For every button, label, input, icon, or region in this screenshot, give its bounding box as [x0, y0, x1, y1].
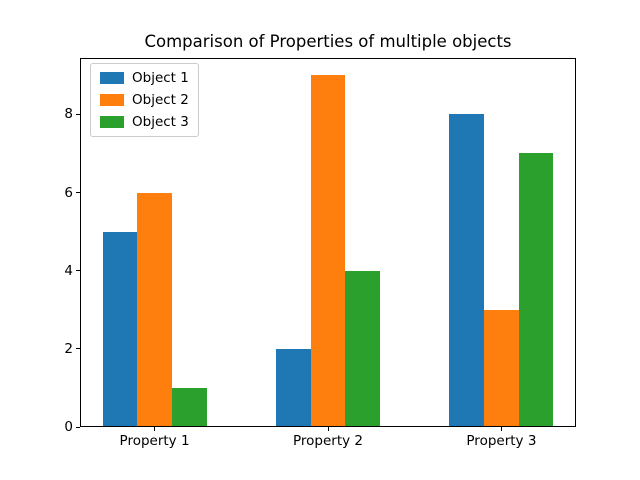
- chart-title: Comparison of Properties of multiple obj…: [144, 32, 512, 51]
- legend-label-object-3: Object 3: [132, 114, 189, 130]
- legend: Object 1 Object 2 Object 3: [90, 63, 199, 137]
- y-tick-label-2: 2: [64, 340, 73, 357]
- bar-object-2-property-1: [137, 192, 172, 428]
- bar-object-1-property-3: [449, 114, 485, 428]
- y-tick-label-6: 6: [64, 184, 73, 201]
- y-tick-mark-6: [76, 192, 80, 194]
- legend-label-object-2: Object 2: [132, 92, 189, 108]
- bar-object-1-property-1: [102, 231, 138, 428]
- bar-object-3-property-3: [518, 153, 554, 428]
- legend-item-object-2: Object 2: [100, 91, 189, 109]
- y-tick-label-8: 8: [64, 106, 73, 123]
- y-tick-mark-8: [76, 113, 80, 115]
- x-tick-label-property-3: Property 3: [466, 433, 537, 449]
- bar-object-2-property-3: [484, 309, 519, 428]
- y-tick-mark-2: [76, 348, 80, 350]
- x-tick-label-property-1: Property 1: [119, 433, 190, 449]
- y-tick-mark-0: [76, 426, 80, 428]
- y-tick-mark-4: [76, 270, 80, 272]
- legend-swatch-object-1: [100, 72, 124, 84]
- bar-object-3-property-2: [345, 270, 380, 428]
- y-tick-label-0: 0: [64, 419, 73, 436]
- bar-object-1-property-2: [275, 348, 311, 428]
- x-tick-mark-property-2: [327, 427, 329, 432]
- x-tick-mark-property-1: [154, 427, 156, 432]
- legend-label-object-1: Object 1: [132, 70, 189, 86]
- legend-item-object-3: Object 3: [100, 113, 189, 131]
- legend-swatch-object-3: [100, 116, 124, 128]
- bar-object-3-property-1: [171, 388, 207, 428]
- legend-swatch-object-2: [100, 94, 124, 106]
- y-tick-label-4: 4: [64, 262, 73, 279]
- x-tick-mark-property-3: [500, 427, 502, 432]
- legend-item-object-1: Object 1: [100, 69, 189, 87]
- bar-object-2-property-2: [310, 75, 346, 428]
- x-tick-label-property-2: Property 2: [292, 433, 363, 449]
